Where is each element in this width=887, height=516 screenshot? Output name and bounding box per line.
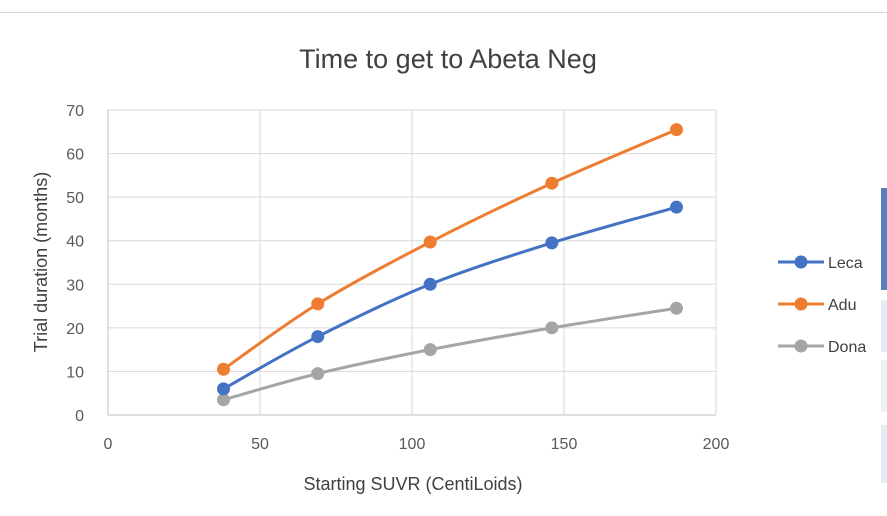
series-line	[222, 205, 678, 391]
side-panel-tab[interactable]	[881, 425, 887, 483]
legend-entry-leca: Leca	[778, 255, 863, 272]
y-tick-label: 10	[66, 364, 84, 381]
y-tick-label: 0	[75, 408, 84, 425]
data-point	[423, 277, 437, 291]
legend-entry-dona: Dona	[778, 339, 866, 356]
y-tick-label: 50	[66, 190, 84, 207]
x-tick-label: 150	[551, 436, 578, 453]
legend: Leca Adu Dona	[778, 255, 866, 356]
data-point	[217, 362, 231, 376]
side-panel-accent	[881, 188, 887, 290]
legend-entry-adu: Adu	[778, 297, 856, 314]
series-layer	[217, 123, 683, 407]
y-tick-label: 40	[66, 234, 84, 251]
side-panel-tab[interactable]	[881, 360, 887, 412]
legend-marker	[794, 297, 808, 311]
axis-lines	[107, 110, 716, 416]
grid-lines	[108, 109, 717, 415]
series-leca	[217, 200, 683, 396]
y-tick-labels: 0 10 20 30 40 50 60 70	[66, 103, 84, 425]
y-tick-label: 60	[66, 147, 84, 164]
data-point	[545, 176, 559, 190]
data-point	[311, 330, 325, 344]
x-axis-title: Starting SUVR (CentiLoids)	[303, 474, 522, 494]
y-tick-label: 30	[66, 277, 84, 294]
data-point	[669, 301, 683, 315]
legend-label: Adu	[828, 297, 856, 314]
x-tick-label: 50	[251, 436, 269, 453]
data-point	[545, 236, 559, 250]
series-adu	[217, 123, 683, 376]
y-tick-label: 70	[66, 103, 84, 120]
legend-marker	[794, 255, 808, 269]
y-axis-title: Trial duration (months)	[31, 172, 51, 352]
data-point	[423, 343, 437, 357]
chart-title: Time to get to Abeta Neg	[299, 44, 597, 74]
data-point	[423, 235, 437, 249]
data-point	[311, 297, 325, 311]
x-tick-labels: 0 50 100 150 200	[104, 436, 730, 453]
x-tick-label: 100	[399, 436, 426, 453]
data-point	[217, 393, 231, 407]
legend-marker	[794, 339, 808, 353]
legend-label: Leca	[828, 255, 863, 272]
data-point	[545, 321, 559, 335]
data-point	[669, 200, 683, 214]
x-tick-label: 200	[703, 436, 730, 453]
side-panel-tab[interactable]	[881, 300, 887, 352]
x-tick-label: 0	[104, 436, 113, 453]
data-point	[217, 382, 231, 396]
series-line	[222, 128, 678, 371]
data-point	[311, 367, 325, 381]
series-dona	[217, 301, 683, 407]
legend-label: Dona	[828, 339, 866, 356]
y-tick-label: 20	[66, 321, 84, 338]
window-top-divider	[0, 12, 887, 13]
data-point	[669, 123, 683, 137]
